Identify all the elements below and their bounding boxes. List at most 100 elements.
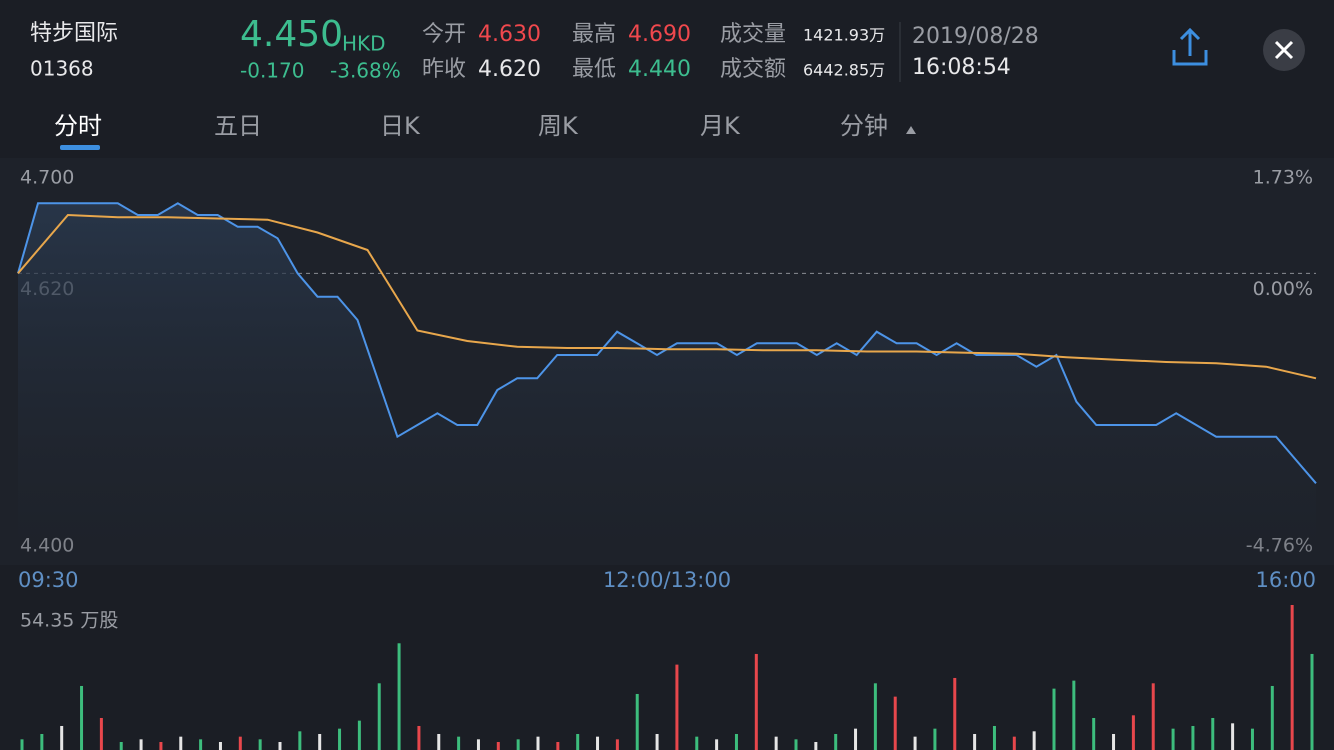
volume-bar [1151, 683, 1155, 750]
volume-bar [973, 733, 977, 750]
volume-bar [496, 741, 500, 750]
x-tick-label: 12:00/13:00 [603, 568, 731, 592]
volume-bar [615, 739, 619, 750]
price: 4.450 [240, 14, 343, 55]
tab[interactable]: 日K [380, 112, 421, 140]
tab[interactable]: 周K [538, 112, 579, 140]
volume-bar [60, 725, 64, 750]
volume-bar [1072, 680, 1076, 750]
volume-bar [794, 739, 798, 750]
tab[interactable]: 月K [700, 112, 741, 140]
volume-bar [1032, 731, 1036, 750]
volume-bar [1012, 736, 1016, 750]
volume-bar [159, 741, 163, 750]
volume-bar [774, 736, 778, 750]
volume-bar [576, 733, 580, 750]
value: 4.620 [478, 57, 541, 82]
volume-bar [218, 741, 222, 750]
tab-indicator [60, 145, 100, 150]
volume-bar [80, 685, 84, 750]
dropdown-arrow [906, 126, 916, 134]
volume-bar [397, 643, 401, 750]
volume-bar [695, 736, 699, 750]
currency: HKD [342, 32, 386, 56]
time: 16:08:54 [912, 55, 1011, 80]
volume-bar [437, 733, 441, 750]
volume-bar [1290, 605, 1294, 750]
volume-bar [834, 733, 838, 750]
volume-bar [556, 741, 560, 750]
volume-bar [1092, 717, 1096, 750]
volume-bar [357, 720, 361, 750]
close-button[interactable] [1263, 29, 1305, 71]
volume-bar [1191, 725, 1195, 750]
volume-bar [1250, 728, 1254, 750]
tab[interactable]: 分钟 [840, 112, 888, 140]
volume-bar [238, 736, 242, 750]
change-pct: -3.68% [330, 59, 401, 83]
volume-bar [476, 739, 480, 750]
volume-bar [953, 677, 957, 750]
tab[interactable]: 分时 [54, 112, 102, 140]
tab[interactable]: 五日 [214, 112, 262, 140]
volume-bar [298, 731, 302, 750]
volume-bar [635, 693, 639, 750]
label: 成交量 [720, 22, 786, 47]
label: 昨收 [422, 57, 466, 82]
volume-bar [40, 733, 44, 750]
volume-bar [873, 683, 877, 750]
volume-bar [754, 653, 758, 750]
volume-bar [1112, 733, 1116, 750]
average-line [17, 213, 1317, 380]
label: 最高 [572, 22, 616, 47]
volume-bar [318, 733, 322, 750]
label: 成交额 [720, 57, 786, 82]
volume-bar [457, 736, 461, 750]
volume-bar [1171, 728, 1175, 750]
y-tick-label: 4.700 [20, 167, 74, 189]
volume-bar [516, 739, 520, 750]
volume-bar [715, 739, 719, 750]
volume-bar [199, 739, 203, 750]
volume-bar [258, 739, 262, 750]
stock-name: 特步国际 [30, 21, 118, 46]
volume-bar [933, 728, 937, 750]
volume-bar [417, 725, 421, 750]
stock-code: 01368 [30, 57, 94, 81]
volume-bar [596, 736, 600, 750]
volume-bar [913, 736, 917, 750]
value: 1421.93万 [803, 26, 885, 45]
value: 4.440 [628, 57, 691, 82]
volume-bar [1052, 688, 1056, 750]
x-tick-label: 09:30 [18, 568, 79, 592]
volume-bar [992, 725, 996, 750]
date: 2019/08/28 [912, 24, 1039, 49]
y2-tick-label: 0.00% [1253, 278, 1313, 300]
volume-bar [119, 741, 123, 750]
volume-bar [338, 728, 342, 750]
volume-bar [1270, 685, 1274, 750]
volume-bar [278, 741, 282, 750]
label: 最低 [572, 57, 616, 82]
volume-bar [893, 696, 897, 750]
volume-bar [1131, 715, 1135, 750]
volume-bar [377, 683, 381, 750]
volume-bar [179, 736, 183, 750]
x-tick-label: 16:00 [1255, 568, 1316, 592]
value: 4.690 [628, 22, 691, 47]
volume-bar [1231, 723, 1235, 750]
volume-bar [655, 733, 659, 750]
y2-tick-label: 1.73% [1253, 167, 1313, 189]
volume-bar [20, 739, 24, 750]
volume-bar [814, 741, 818, 750]
volume-bar [675, 664, 679, 750]
volume-bar [536, 736, 540, 750]
label: 今开 [422, 22, 466, 47]
volume-bar [99, 717, 103, 750]
value: 4.630 [478, 22, 541, 47]
volume-bar [1310, 653, 1314, 750]
share-button[interactable] [1172, 27, 1208, 66]
y-tick-label: 54.35 万股 [20, 610, 118, 632]
